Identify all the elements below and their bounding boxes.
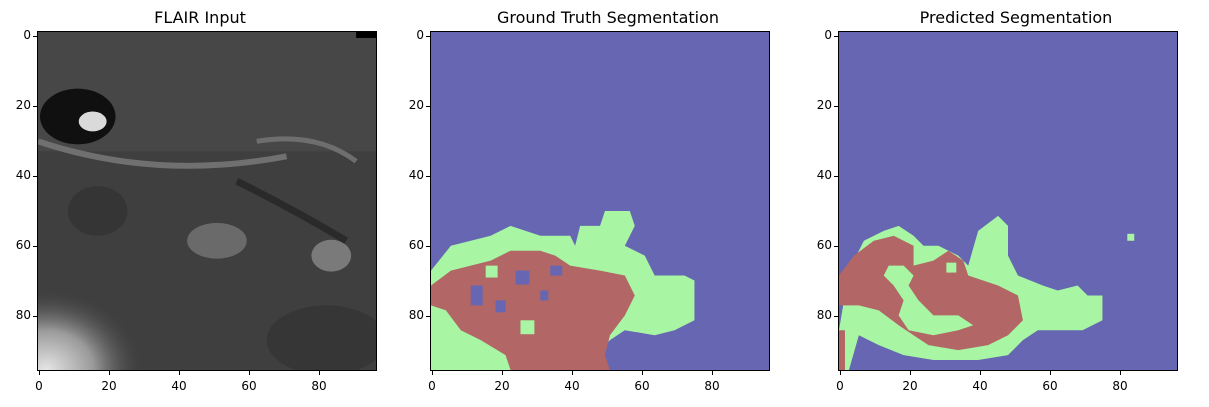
ytick-label: 60 <box>408 238 424 252</box>
xtick-mark <box>109 371 110 375</box>
ytick-mark <box>33 246 37 247</box>
xtick-label: 0 <box>836 379 844 393</box>
xtick-mark <box>840 371 841 375</box>
ground-truth-mask <box>431 32 769 370</box>
ytick-mark <box>834 316 838 317</box>
xtick-label: 80 <box>1112 379 1128 393</box>
xtick-mark <box>642 371 643 375</box>
xtick-mark <box>980 371 981 375</box>
panel-title: Ground Truth Segmentation <box>496 8 720 27</box>
flair-image <box>37 31 377 371</box>
ytick-label: 20 <box>816 98 832 112</box>
xtick-mark <box>432 371 433 375</box>
panel-title: FLAIR Input <box>154 8 246 27</box>
xtick-label: 80 <box>704 379 720 393</box>
ytick-label: 80 <box>816 308 832 322</box>
ytick-mark <box>426 106 430 107</box>
xtick-label: 60 <box>241 379 257 393</box>
ytick-mark <box>33 36 37 37</box>
xtick-label: 40 <box>972 379 988 393</box>
ytick-mark <box>33 106 37 107</box>
ytick-label: 80 <box>15 308 31 322</box>
xtick-label: 40 <box>171 379 187 393</box>
xtick-label: 20 <box>494 379 510 393</box>
ytick-mark <box>834 106 838 107</box>
ytick-mark <box>33 316 37 317</box>
ytick-label: 20 <box>408 98 424 112</box>
xtick-mark <box>502 371 503 375</box>
xtick-mark <box>910 371 911 375</box>
predicted-mask <box>839 32 1177 370</box>
xtick-mark <box>179 371 180 375</box>
xtick-label: 20 <box>101 379 117 393</box>
ytick-mark <box>834 36 838 37</box>
ytick-label: 80 <box>408 308 424 322</box>
ytick-label: 20 <box>15 98 31 112</box>
ytick-label: 0 <box>416 28 424 42</box>
xtick-mark <box>249 371 250 375</box>
ytick-mark <box>426 246 430 247</box>
xtick-mark <box>39 371 40 375</box>
ytick-mark <box>426 316 430 317</box>
xtick-mark <box>572 371 573 375</box>
ytick-mark <box>426 176 430 177</box>
ytick-label: 40 <box>408 168 424 182</box>
panel-flair: FLAIR Input <box>10 0 390 407</box>
ytick-mark <box>33 176 37 177</box>
xtick-label: 60 <box>634 379 650 393</box>
ytick-mark <box>834 176 838 177</box>
xtick-mark <box>319 371 320 375</box>
ytick-label: 60 <box>816 238 832 252</box>
xtick-label: 20 <box>902 379 918 393</box>
ytick-mark <box>834 246 838 247</box>
panel-ground-truth: Ground Truth Segmentation 0 20 40 60 80 … <box>409 0 798 407</box>
xtick-label: 0 <box>428 379 436 393</box>
predicted-image <box>838 31 1178 371</box>
xtick-label: 40 <box>564 379 580 393</box>
xtick-mark <box>712 371 713 375</box>
xtick-label: 0 <box>35 379 43 393</box>
ytick-label: 0 <box>824 28 832 42</box>
xtick-label: 60 <box>1042 379 1058 393</box>
xtick-mark <box>1120 371 1121 375</box>
ytick-label: 0 <box>23 28 31 42</box>
flair-mri-image <box>38 32 376 370</box>
panel-title: Predicted Segmentation <box>919 8 1113 27</box>
ytick-label: 40 <box>816 168 832 182</box>
panel-predicted: Predicted Segmentation 0 20 40 60 80 0 2… <box>817 0 1206 407</box>
xtick-mark <box>1050 371 1051 375</box>
ytick-label: 40 <box>15 168 31 182</box>
ytick-label: 60 <box>15 238 31 252</box>
ytick-mark <box>426 36 430 37</box>
ground-truth-image <box>430 31 770 371</box>
xtick-label: 80 <box>311 379 327 393</box>
